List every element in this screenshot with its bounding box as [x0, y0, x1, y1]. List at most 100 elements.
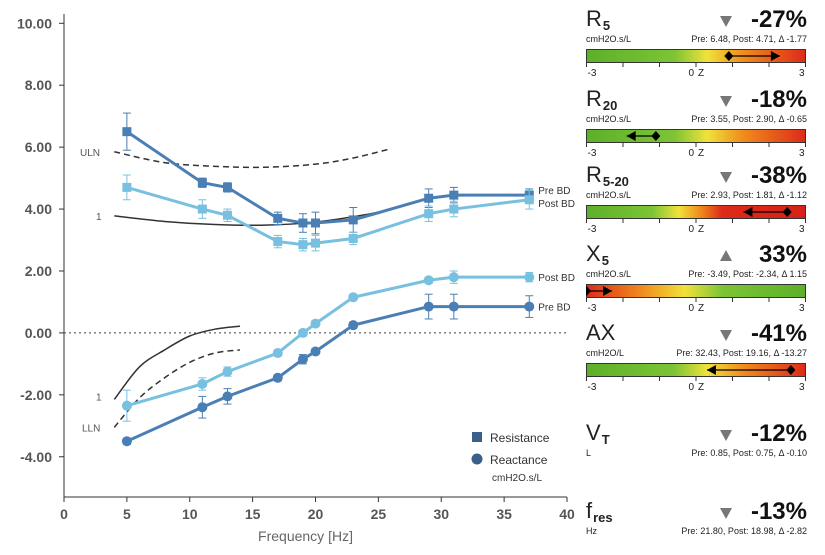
- metric-stats: Pre: 21.80, Post: 18.98, Δ -2.82: [681, 526, 807, 536]
- metric-name: AX: [586, 320, 615, 346]
- z-score-bar: -3 0 Z 3: [586, 363, 806, 391]
- pre-marker: [786, 365, 796, 375]
- data-point: [222, 210, 232, 220]
- metric-name: R5: [586, 6, 610, 33]
- y-tick-label: -4.00: [20, 449, 52, 465]
- data-point: [448, 301, 459, 312]
- metric-name: fres: [586, 498, 613, 525]
- data-point: [524, 195, 534, 205]
- z-score-gradient: [586, 363, 806, 377]
- z-tick-label: 3: [799, 68, 805, 77]
- data-point: [298, 218, 308, 228]
- impedance-chart: 10.00 8.00 6.00 4.00 2.00 0.00 -2.00 -4.00 0 5 10 1…: [17, 14, 575, 544]
- z-tick-label: -3: [588, 68, 597, 77]
- data-point: [449, 204, 459, 214]
- triangle-down-icon: [720, 96, 732, 107]
- data-point: [449, 190, 459, 200]
- metric-percent-change: -27%: [750, 6, 807, 33]
- data-point: [311, 238, 320, 248]
- triangle-down-icon: [720, 508, 732, 519]
- x-tick-label: 0: [60, 506, 68, 522]
- triangle-down-icon: [720, 172, 732, 183]
- pre-marker: [782, 207, 792, 217]
- series-label: Post BD: [538, 199, 575, 210]
- legend-reactance-marker: [471, 453, 483, 465]
- metric-stats: Pre: 32.43, Post: 19.16, Δ -13.27: [676, 348, 807, 358]
- x-tick-label: 30: [433, 506, 449, 522]
- z-tick-label: 0: [688, 382, 694, 391]
- series-reactance-post-bd: Post BD: [121, 270, 575, 422]
- pre-marker: [651, 131, 661, 141]
- series-line: [126, 130, 530, 225]
- data-point: [122, 127, 132, 137]
- data-point: [424, 193, 434, 203]
- z-tick-label: 3: [799, 382, 805, 391]
- data-point: [310, 346, 321, 357]
- metric-fres: fres Hz Pre: 21.80, Post: 18.98, Δ -2.82 -1…: [583, 498, 819, 553]
- metric-r520: R5-20 cmH2O.s/L Pre: 2.93, Post: 1.81, Δ -…: [583, 162, 819, 237]
- triangle-up-icon: [720, 250, 732, 261]
- z-tick-label: -3: [588, 224, 597, 233]
- x-tick-label: 25: [371, 506, 387, 522]
- series-label: Pre BD: [538, 186, 570, 197]
- data-point: [222, 366, 233, 377]
- x-tick-label: 20: [308, 506, 324, 522]
- y-tick-label: 2.00: [25, 263, 52, 279]
- data-point: [272, 372, 283, 383]
- metric-percent-change: -12%: [750, 420, 807, 447]
- post-marker: [706, 365, 716, 375]
- metric-vt: VT L Pre: 0.85, Post: 0.75, Δ -0.10 -12%: [583, 420, 819, 475]
- data-point: [524, 301, 535, 312]
- data-point: [423, 275, 434, 286]
- metric-name-base: f: [586, 498, 593, 523]
- z-tick-label: 0: [688, 224, 694, 233]
- post-marker: [770, 51, 780, 61]
- metric-stats: Pre: 0.85, Post: 0.75, Δ -0.10: [691, 448, 807, 458]
- data-point: [272, 348, 283, 359]
- data-point: [222, 182, 232, 192]
- metric-name: X5: [586, 241, 609, 268]
- pre-marker: [724, 51, 734, 61]
- z-tick-label: -3: [588, 148, 597, 157]
- metric-name: R20: [586, 86, 617, 113]
- metric-name-base: X: [586, 241, 601, 266]
- data-point: [273, 213, 283, 223]
- metric-unit: Hz: [586, 526, 597, 536]
- metric-name-subscript: 5: [601, 253, 609, 268]
- triangle-down-icon: [720, 16, 732, 27]
- y-tick-label: 4.00: [25, 201, 52, 217]
- triangle-down-icon: [720, 430, 732, 441]
- data-point: [273, 237, 283, 247]
- legend-resistance-marker: [472, 432, 482, 442]
- data-point: [348, 215, 358, 225]
- metric-percent-change: -18%: [750, 86, 807, 113]
- z-score-bar: -3 0 Z 3: [586, 129, 806, 157]
- z-tick-label: Z: [698, 148, 704, 157]
- series-line: [126, 305, 530, 443]
- z-tick-label: Z: [698, 224, 704, 233]
- metric-unit: cmH2O.s/L: [586, 190, 632, 200]
- y-tick-label: 0.00: [25, 325, 52, 341]
- series-line: [126, 185, 530, 247]
- y-tick-label: 10.00: [17, 15, 52, 31]
- z-tick-label: 0: [688, 303, 694, 312]
- z-score-gradient: [586, 49, 806, 63]
- legend-resistance-label: Resistance: [490, 431, 550, 445]
- z-score-bar: -3 0 Z 3: [586, 284, 806, 312]
- z-score-gradient: [586, 284, 806, 298]
- y-tick-label: -2.00: [20, 387, 52, 403]
- metric-unit: L: [586, 448, 592, 458]
- metric-percent-change: -13%: [750, 498, 807, 525]
- reference-curve: [114, 208, 392, 227]
- metric-stats: Pre: 6.48, Post: 4.71, Δ -1.77: [691, 34, 807, 44]
- metric-percent-change: -38%: [750, 162, 807, 189]
- data-point: [348, 320, 359, 331]
- data-point: [348, 292, 359, 303]
- metric-name: VT: [586, 420, 610, 447]
- series-label: Post BD: [538, 273, 575, 284]
- z-tick-label: 0: [688, 148, 694, 157]
- post-marker: [743, 207, 753, 217]
- metric-unit: cmH2O.s/L: [586, 114, 632, 124]
- data-point: [122, 182, 132, 192]
- legend: Resistance Reactance cmH2O.s/L: [471, 431, 550, 484]
